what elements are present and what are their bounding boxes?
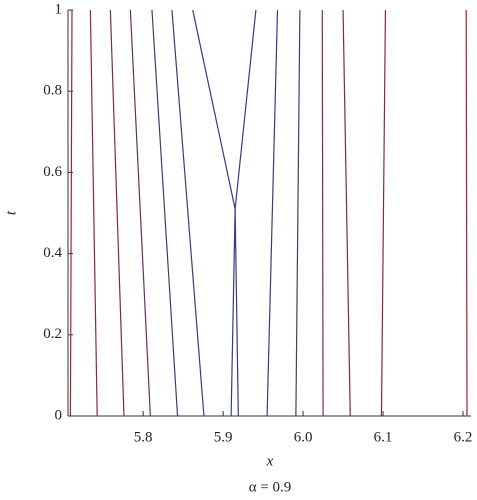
series-line bbox=[129, 9, 151, 417]
x-tick-label: 6.0 bbox=[294, 429, 313, 445]
series-line bbox=[295, 9, 301, 417]
series-line bbox=[380, 9, 387, 417]
y-tick-label: 0 bbox=[55, 407, 63, 423]
y-axis-label: t bbox=[3, 210, 19, 215]
y-tick-label: 0.8 bbox=[43, 83, 62, 99]
y-tick-label: 0.2 bbox=[43, 326, 62, 342]
y-tick-label: 1 bbox=[55, 1, 63, 17]
y-tick-label: 0.4 bbox=[43, 245, 62, 261]
caption: α = 0.9 bbox=[249, 479, 292, 495]
series-line bbox=[109, 9, 125, 417]
x-axis-label: x bbox=[266, 453, 274, 469]
series-line bbox=[69, 9, 73, 417]
x-tick-label: 5.8 bbox=[134, 429, 153, 445]
y-tick-label: 0.6 bbox=[43, 164, 62, 180]
x-tick-label: 6.2 bbox=[454, 429, 473, 445]
series-line bbox=[342, 9, 351, 417]
series-line bbox=[171, 9, 205, 417]
series-line bbox=[321, 9, 324, 417]
x-tick-label: 6.1 bbox=[374, 429, 393, 445]
series-line bbox=[89, 9, 98, 417]
series-line bbox=[234, 9, 257, 417]
series-line bbox=[266, 9, 279, 417]
series-line bbox=[151, 9, 179, 417]
x-tick-label: 5.9 bbox=[214, 429, 233, 445]
series-line bbox=[465, 9, 468, 417]
